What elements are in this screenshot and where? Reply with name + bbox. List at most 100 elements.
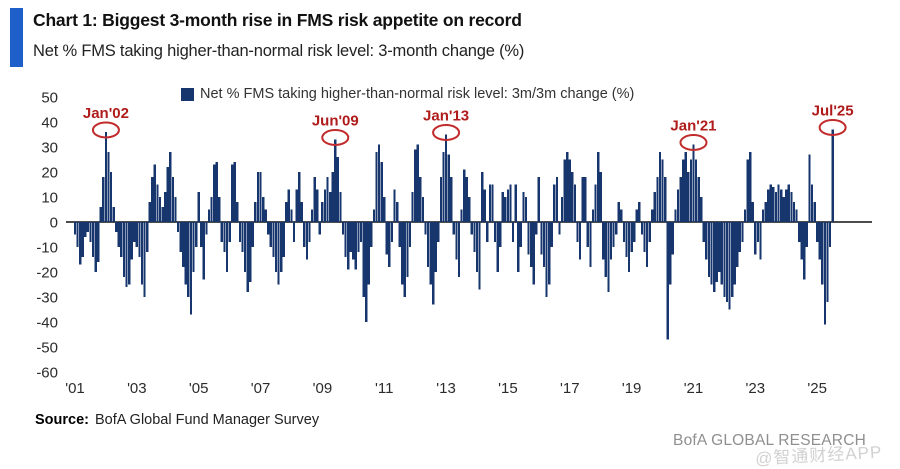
bar <box>334 139 337 222</box>
bar <box>357 222 360 252</box>
bar <box>831 129 834 222</box>
bar <box>189 222 193 315</box>
bar <box>550 222 553 247</box>
bar <box>401 222 404 285</box>
annotation-ellipse <box>432 124 461 141</box>
bar <box>560 197 564 222</box>
bar <box>625 222 628 257</box>
bar <box>352 222 355 260</box>
bar <box>669 222 672 285</box>
y-tick-label: 30 <box>41 140 58 157</box>
bar <box>408 222 412 247</box>
bar <box>426 222 430 267</box>
bar <box>563 159 566 222</box>
bar <box>264 209 267 222</box>
bar <box>140 222 144 285</box>
bar <box>658 152 662 222</box>
bar <box>166 167 169 222</box>
bar <box>586 222 589 247</box>
bar <box>718 222 721 272</box>
bar <box>651 209 654 222</box>
y-tick-label: -10 <box>36 240 58 257</box>
bar <box>617 202 620 222</box>
legend-label: Net % FMS taking higher-than-normal risk… <box>200 86 635 102</box>
bar <box>486 222 489 242</box>
bar <box>779 189 783 222</box>
bar <box>120 222 123 257</box>
bar <box>700 197 703 222</box>
bar <box>514 184 517 222</box>
bar <box>298 172 301 222</box>
bar <box>336 157 339 222</box>
bar <box>390 222 394 242</box>
x-tick-label: '07 <box>251 380 271 397</box>
bar-series <box>73 129 834 340</box>
bar <box>362 222 365 297</box>
bar <box>303 222 306 247</box>
bar <box>746 159 749 222</box>
x-tick-label: '25 <box>807 380 827 397</box>
bar <box>73 222 77 235</box>
bar <box>398 222 401 247</box>
bar <box>509 184 512 222</box>
bar <box>127 222 131 285</box>
bar <box>661 159 664 222</box>
bar <box>282 222 285 257</box>
bar <box>749 152 752 222</box>
bar <box>367 222 370 285</box>
bar <box>571 172 574 222</box>
bar <box>473 222 476 252</box>
bar <box>210 197 213 222</box>
bar <box>578 222 582 260</box>
bar <box>821 222 824 285</box>
bar <box>442 152 445 222</box>
bar <box>671 222 675 255</box>
bar <box>491 184 494 222</box>
chart-title: Chart 1: Biggest 3-month rise in FMS ris… <box>33 10 522 30</box>
bar <box>89 222 92 242</box>
bar <box>81 222 84 257</box>
bar <box>594 184 597 222</box>
bar <box>375 152 378 222</box>
title-accent-bar <box>10 8 23 67</box>
bar <box>318 222 321 235</box>
bar <box>697 177 700 222</box>
bar <box>537 177 541 222</box>
bar <box>777 184 780 222</box>
bar <box>705 222 708 260</box>
bar <box>169 152 172 222</box>
bar <box>323 189 327 222</box>
y-tick-label: -20 <box>36 265 58 282</box>
bar <box>158 197 162 222</box>
bar <box>774 192 778 222</box>
bar <box>174 197 177 222</box>
bar <box>184 222 187 285</box>
bar <box>751 202 754 222</box>
bar <box>305 222 309 260</box>
bar <box>388 222 391 267</box>
bar <box>328 192 332 222</box>
bar <box>818 222 821 260</box>
bar <box>200 222 203 247</box>
bar <box>76 222 79 247</box>
bar <box>261 197 265 222</box>
bar <box>615 222 618 235</box>
bar <box>259 172 262 222</box>
bar <box>648 222 651 242</box>
bar <box>764 202 767 222</box>
bar <box>826 222 829 302</box>
bar <box>122 222 126 277</box>
annotation-label: Jan'02 <box>83 105 129 122</box>
bar <box>107 152 110 222</box>
bar <box>542 222 546 267</box>
bar <box>416 144 419 222</box>
bar <box>511 222 515 242</box>
bar <box>496 222 499 272</box>
bar <box>194 222 198 247</box>
x-tick-label: '01 <box>65 380 85 397</box>
bar <box>805 222 809 247</box>
bar <box>620 209 623 222</box>
bar <box>450 177 453 222</box>
bar <box>316 189 319 222</box>
